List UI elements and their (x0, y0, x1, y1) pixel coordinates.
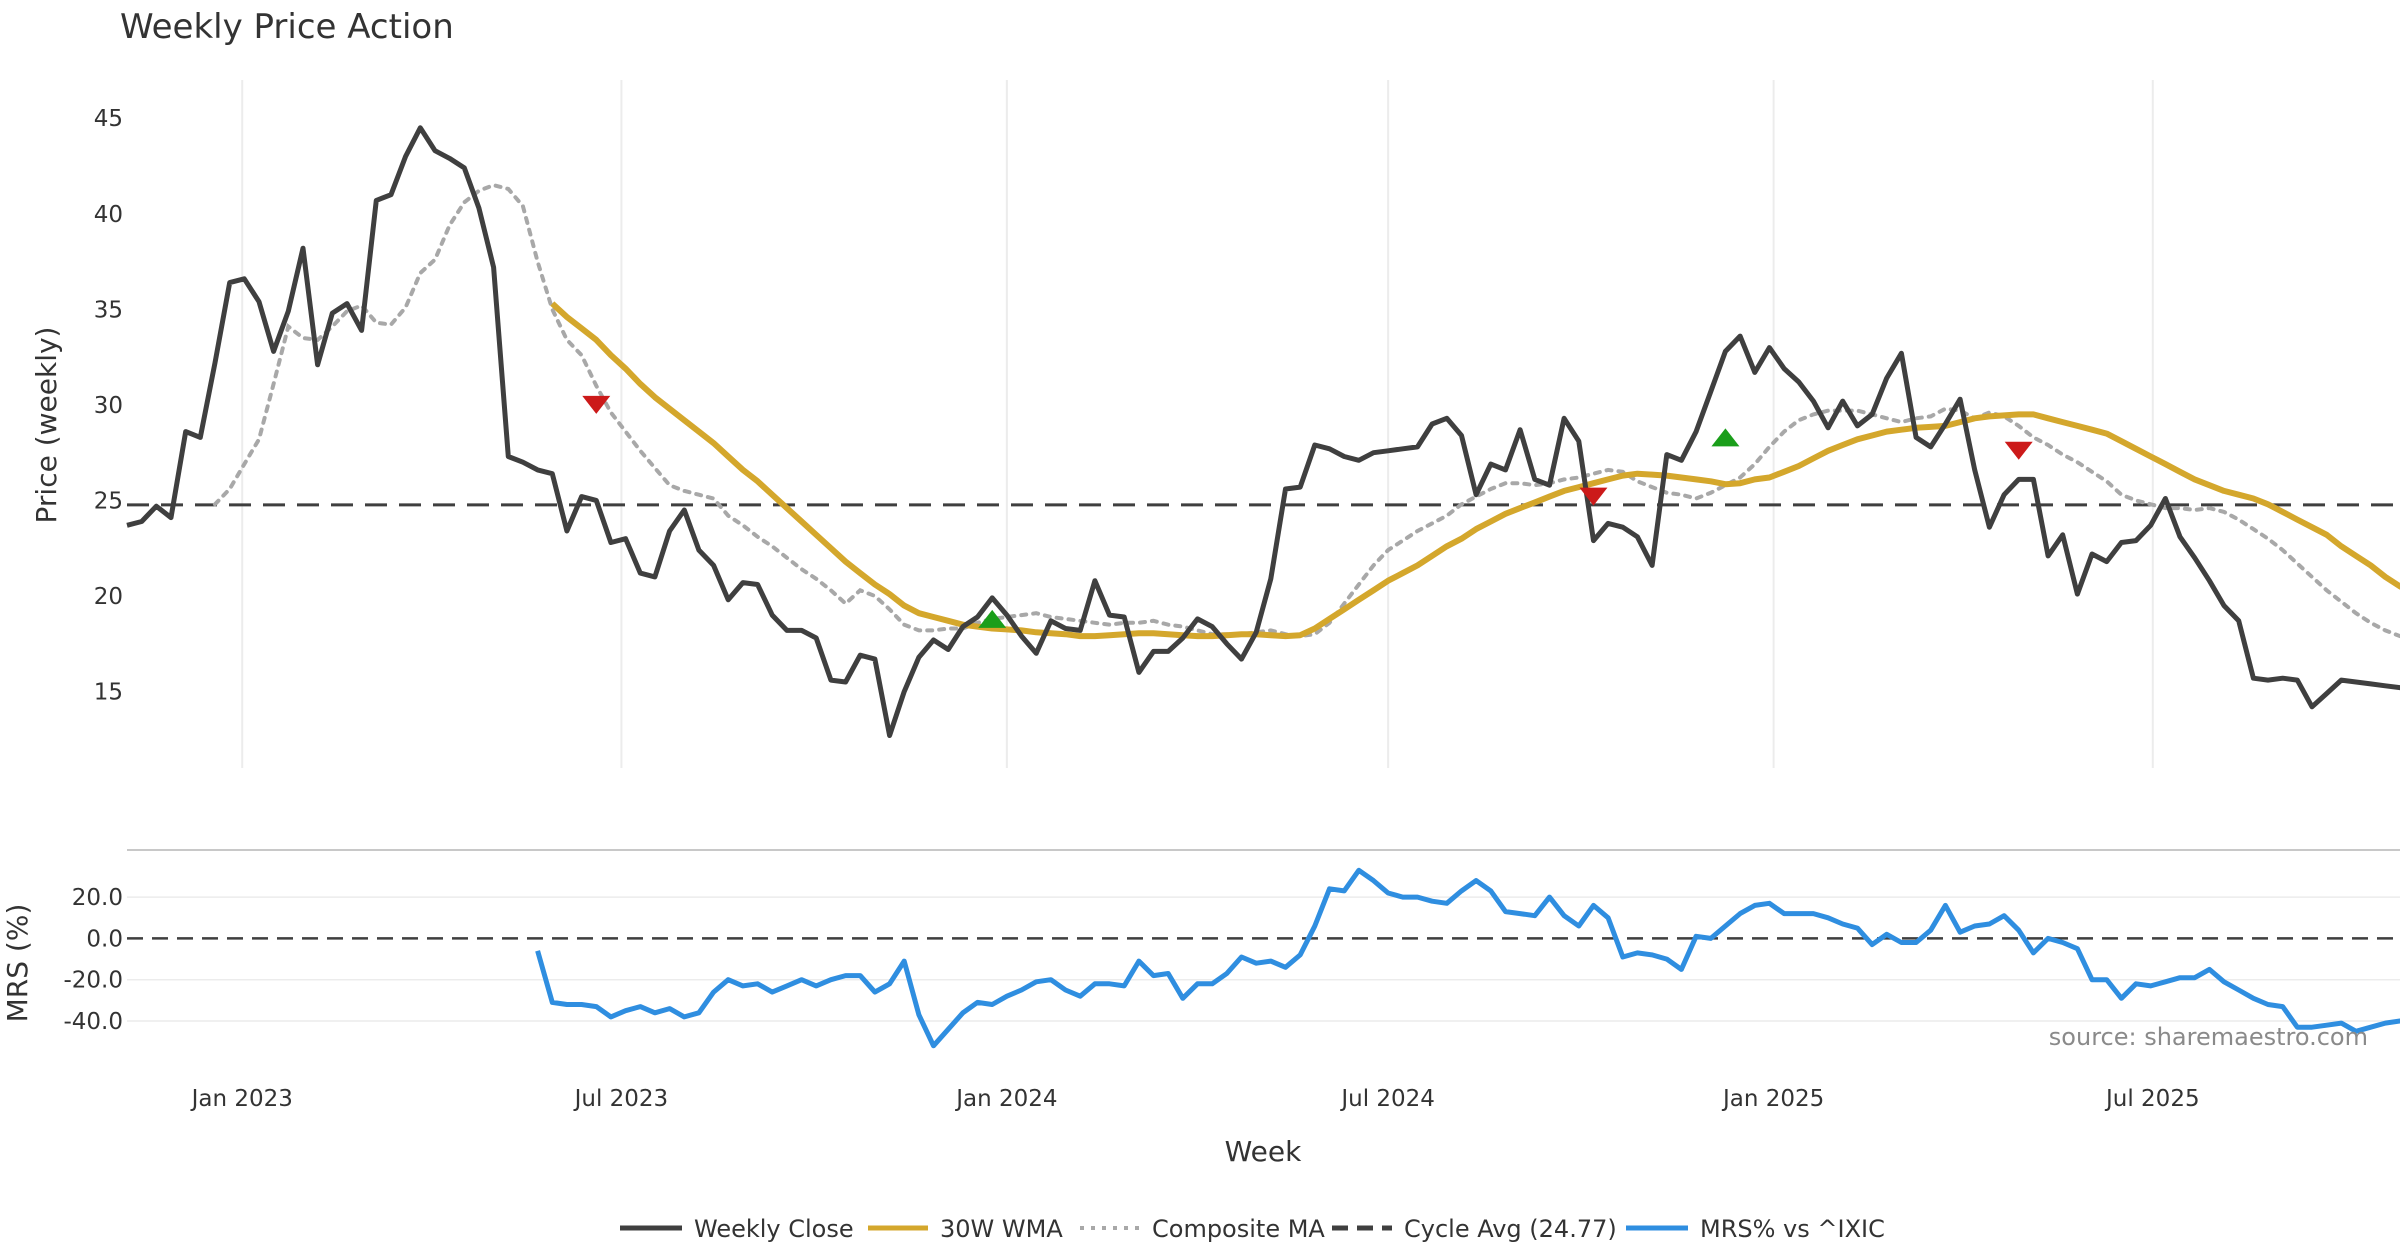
mrs-y-tick-1: 0.0 (86, 926, 123, 952)
mrs-y-tick-2: -20.0 (63, 968, 123, 994)
x-tick-label-5: Jul 2025 (2104, 1086, 2200, 1112)
legend-label-3: Cycle Avg (24.77) (1404, 1215, 1617, 1243)
price-y-tick-4: 35 (94, 297, 123, 323)
mrs-panel: 20.0 0.0 -20.0 -40.0 MRS (%) source: sharem… (1, 867, 2400, 1051)
price-y-tick-5: 40 (94, 202, 123, 228)
signal-sell-2 (1579, 487, 1608, 506)
x-tick-label-0: Jan 2023 (190, 1086, 293, 1112)
composite-ma-line (213, 183, 2400, 639)
signal-sell-0 (582, 395, 611, 414)
x-tick-label-3: Jul 2024 (1339, 1086, 1435, 1112)
price-y-tick-0: 15 (94, 680, 123, 706)
price-grid (241, 80, 2154, 768)
price-y-tick-2: 25 (94, 488, 123, 514)
price-panel: 15 20 25 30 35 40 45 Price (weekly) (30, 80, 2400, 768)
price-y-axis-title: Price (weekly) (30, 327, 63, 524)
price-y-ticks: 15 20 25 30 35 40 45 (94, 106, 123, 705)
signal-sell-4 (2004, 441, 2033, 460)
mrs-line (535, 867, 2400, 1049)
mrs-grid (127, 896, 2400, 1022)
legend: Weekly Close 30W WMA Composite MA Cycle Avg… (620, 1215, 1885, 1243)
x-tick-label-2: Jan 2024 (954, 1086, 1057, 1112)
price-y-tick-6: 45 (94, 106, 123, 132)
x-axis-ticks: Jan 2023 Jul 2023 Jan 2024 Jul 2024 Jan 2025… (190, 1086, 2200, 1112)
legend-label-4: MRS% vs ^IXIC (1700, 1215, 1885, 1243)
signal-buy-3 (1711, 428, 1740, 447)
wma-30w-line (550, 301, 2400, 640)
signal-buy-1 (978, 609, 1007, 628)
weekly-close-line (126, 125, 2400, 738)
mrs-y-axis-title: MRS (%) (1, 904, 34, 1023)
mrs-y-tick-0: 20.0 (72, 885, 123, 911)
x-tick-label-1: Jul 2023 (573, 1086, 669, 1112)
legend-label-2: Composite MA (1152, 1215, 1325, 1243)
source-label: source: sharemaestro.com (2049, 1023, 2368, 1051)
x-axis-title: Week (1225, 1135, 1302, 1168)
x-tick-label-4: Jan 2025 (1721, 1086, 1824, 1112)
legend-label-0: Weekly Close (694, 1215, 854, 1243)
legend-label-1: 30W WMA (940, 1215, 1063, 1243)
price-y-tick-3: 30 (94, 393, 123, 419)
mrs-y-tick-3: -40.0 (63, 1009, 123, 1035)
price-y-tick-1: 20 (94, 584, 123, 610)
signal-markers (582, 395, 2033, 628)
mrs-y-ticks: 20.0 0.0 -20.0 -40.0 (63, 885, 123, 1035)
chart-title: Weekly Price Action (120, 7, 454, 47)
